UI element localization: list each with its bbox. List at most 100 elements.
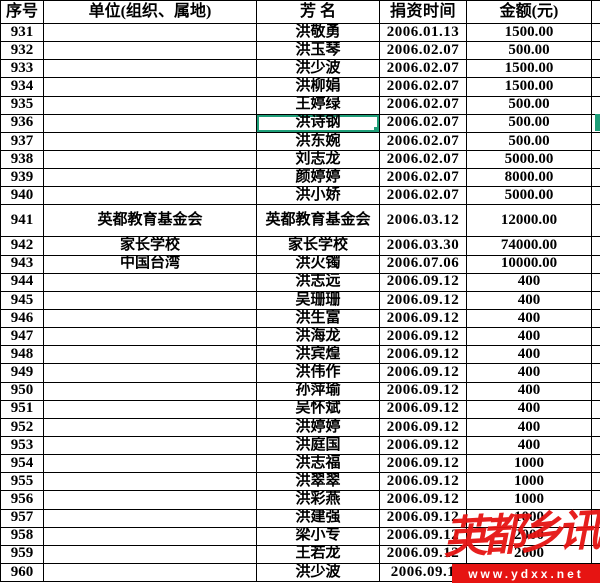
amount-cell[interactable]: 2000 — [467, 527, 592, 546]
amount-cell[interactable]: 400 — [467, 382, 592, 401]
row-number-cell[interactable]: 939 — [0, 169, 44, 188]
name-cell[interactable]: 洪生富 — [257, 309, 380, 329]
date-cell[interactable]: 2006.07.06 — [380, 255, 467, 274]
row-number-cell[interactable]: 940 — [0, 187, 44, 206]
name-cell[interactable]: 洪庭国 — [257, 436, 380, 456]
date-cell[interactable]: 2006.09.12 — [380, 545, 467, 564]
unit-cell[interactable] — [44, 291, 257, 310]
row-number-cell[interactable]: 959 — [0, 545, 44, 564]
name-cell[interactable]: 颜婷婷 — [257, 169, 380, 188]
row-number-cell[interactable]: 947 — [0, 328, 44, 347]
date-cell[interactable]: 2006.09.12 — [380, 473, 467, 492]
date-cell[interactable]: 2006.09.12 — [380, 509, 467, 528]
amount-cell[interactable]: 400 — [467, 346, 592, 365]
amount-cell[interactable]: 74000.00 — [467, 237, 592, 256]
amount-cell[interactable]: 5000.00 — [467, 187, 592, 206]
amount-cell[interactable]: 1000 — [467, 509, 592, 528]
name-cell[interactable]: 刘志龙 — [257, 150, 380, 170]
name-cell[interactable]: 梁小专 — [257, 527, 380, 546]
name-cell[interactable]: 英都教育基金会 — [257, 205, 380, 238]
amount-cell[interactable]: 400 — [467, 436, 592, 456]
name-cell[interactable]: 洪伟作 — [257, 364, 380, 383]
amount-cell[interactable]: 500.00 — [467, 114, 592, 133]
unit-cell[interactable] — [44, 96, 257, 115]
amount-cell[interactable]: 12000.00 — [467, 205, 592, 238]
name-cell[interactable]: 洪宾煌 — [257, 346, 380, 365]
date-cell[interactable]: 2006.09.12 — [380, 364, 467, 383]
name-cell[interactable]: 吴怀斌 — [257, 400, 380, 419]
row-number-cell[interactable]: 932 — [0, 42, 44, 61]
name-cell[interactable]: 洪少波 — [257, 60, 380, 79]
date-cell[interactable]: 2006.09.12 — [380, 346, 467, 365]
name-cell[interactable]: 洪少波 — [257, 563, 380, 583]
unit-cell[interactable] — [44, 169, 257, 188]
amount-cell[interactable]: 2000 — [467, 545, 592, 564]
header-cell-date[interactable]: 捐资时间 — [380, 1, 467, 24]
row-number-cell[interactable]: 951 — [0, 400, 44, 419]
amount-cell[interactable]: 1000 — [467, 455, 592, 474]
unit-cell[interactable] — [44, 455, 257, 474]
date-cell[interactable]: 2006.02.07 — [380, 132, 467, 151]
name-cell[interactable]: 洪志远 — [257, 273, 380, 292]
date-cell[interactable]: 2006.09.12 — [380, 491, 467, 510]
unit-cell[interactable] — [44, 24, 257, 43]
amount-cell[interactable]: 400 — [467, 418, 592, 437]
date-cell[interactable]: 2006.02.07 — [380, 60, 467, 79]
name-cell[interactable]: 孙萍瑜 — [257, 382, 380, 401]
date-cell[interactable]: 2006.02.07 — [380, 114, 467, 133]
unit-cell[interactable]: 英都教育基金会 — [44, 205, 257, 238]
row-number-cell[interactable]: 946 — [0, 309, 44, 329]
row-number-cell[interactable]: 960 — [0, 563, 44, 583]
date-cell[interactable]: 2006.09.12 — [380, 455, 467, 474]
date-cell[interactable]: 2006.09.12 — [380, 309, 467, 329]
unit-cell[interactable]: 家长学校 — [44, 237, 257, 256]
row-number-cell[interactable]: 955 — [0, 473, 44, 492]
amount-cell[interactable]: 1500.00 — [467, 78, 592, 97]
date-cell[interactable]: 2006.09.12 — [380, 527, 467, 546]
date-cell[interactable]: 2006.01.13 — [380, 24, 467, 43]
date-cell[interactable]: 2006.09.12 — [380, 291, 467, 310]
row-number-cell[interactable]: 937 — [0, 132, 44, 151]
name-cell[interactable]: 洪玉琴 — [257, 42, 380, 61]
unit-cell[interactable] — [44, 60, 257, 79]
unit-cell[interactable] — [44, 473, 257, 492]
unit-cell[interactable] — [44, 545, 257, 564]
name-cell[interactable]: 洪柳娟 — [257, 78, 380, 97]
date-cell[interactable]: 2006.09.12 — [380, 436, 467, 456]
row-number-cell[interactable]: 958 — [0, 527, 44, 546]
row-number-cell[interactable]: 954 — [0, 455, 44, 474]
header-cell-amount[interactable]: 金额(元) — [467, 1, 592, 24]
unit-cell[interactable] — [44, 187, 257, 206]
amount-cell[interactable]: 1500.00 — [467, 24, 592, 43]
row-number-cell[interactable]: 950 — [0, 382, 44, 401]
date-cell[interactable]: 2006.02.07 — [380, 169, 467, 188]
name-cell[interactable]: 洪火镯 — [257, 255, 380, 274]
unit-cell[interactable] — [44, 491, 257, 510]
unit-cell[interactable] — [44, 78, 257, 97]
name-cell[interactable]: 王若龙 — [257, 545, 380, 564]
name-cell[interactable]: 吴珊珊 — [257, 291, 380, 310]
name-cell[interactable]: 洪彩燕 — [257, 491, 380, 510]
amount-cell[interactable]: 1500.00 — [467, 60, 592, 79]
amount-cell[interactable]: 400 — [467, 273, 592, 292]
amount-cell[interactable]: 500.00 — [467, 96, 592, 115]
amount-cell[interactable]: 500.00 — [467, 42, 592, 61]
row-number-cell[interactable]: 931 — [0, 24, 44, 43]
row-number-cell[interactable]: 957 — [0, 509, 44, 528]
unit-cell[interactable] — [44, 309, 257, 329]
row-number-cell[interactable]: 945 — [0, 291, 44, 310]
unit-cell[interactable] — [44, 273, 257, 292]
unit-cell[interactable] — [44, 418, 257, 437]
unit-cell[interactable] — [44, 150, 257, 170]
date-cell[interactable]: 2006.02.07 — [380, 96, 467, 115]
header-cell-name[interactable]: 芳 名 — [257, 1, 380, 24]
name-cell[interactable]: 洪志福 — [257, 455, 380, 474]
row-number-cell[interactable]: 936 — [0, 114, 44, 133]
date-cell[interactable]: 2006.09.12 — [380, 328, 467, 347]
amount-cell[interactable]: 8000.00 — [467, 169, 592, 188]
date-cell[interactable]: 2006.02.07 — [380, 187, 467, 206]
row-number-cell[interactable]: 948 — [0, 346, 44, 365]
name-cell[interactable]: 洪婷婷 — [257, 418, 380, 437]
name-cell[interactable]: 洪建强 — [257, 509, 380, 528]
unit-cell[interactable] — [44, 527, 257, 546]
